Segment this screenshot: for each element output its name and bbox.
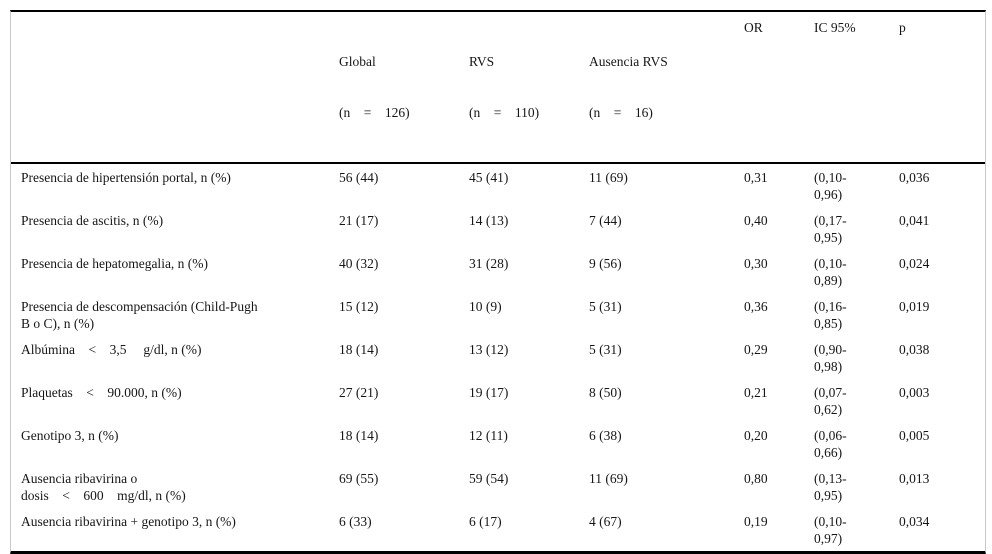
table-header-row: Global (n = 126) RVS (n = 110) Ausencia …: [11, 12, 985, 164]
cell-ausencia-rvs-value: 11 (69): [589, 471, 628, 486]
cell-global-value: 27 (21): [339, 385, 379, 400]
cell-rvs-value: 59 (54): [469, 471, 509, 486]
cell-rvs-value: 19 (17): [469, 385, 509, 400]
header-or: OR: [744, 20, 763, 35]
cell-or-value: 0,31: [744, 170, 768, 185]
cell-ausencia-rvs-value: 5 (31): [589, 342, 622, 357]
cell-row-label: Presencia de hipertensión portal, n (%): [21, 170, 231, 185]
cell-or-value: 0,19: [744, 514, 768, 529]
table-row: Presencia de descompensación (Child-Pugh…: [11, 293, 985, 336]
cell-ic95-value: (0,10- 0,96): [814, 170, 847, 202]
cell-row-label: Presencia de descompensación (Child-Pugh…: [21, 299, 258, 331]
cell-p-value: 0,038: [899, 342, 930, 357]
cell-ausencia-rvs-value: 11 (69): [589, 170, 628, 185]
cell-row-label: Presencia de hepatomegalia, n (%): [21, 256, 209, 271]
cell-or-value: 0,30: [744, 256, 768, 271]
cell-ic95-value: (0,90- 0,98): [814, 342, 847, 374]
table-row: Plaquetas < 90.000, n (%) 27 (21) 19 (17…: [11, 379, 985, 422]
cell-row-label: Presencia de ascitis, n (%): [21, 213, 164, 228]
cell-or-value: 0,20: [744, 428, 768, 443]
cell-p-value: 0,036: [899, 170, 930, 185]
header-ausencia-rvs: Ausencia RVS (n = 16): [589, 19, 744, 155]
cell-p-value: 0,005: [899, 428, 930, 443]
table-row: Albúmina < 3,5 g/dl, n (%) 18 (14) 13 (1…: [11, 336, 985, 379]
cell-or-value: 0,29: [744, 342, 768, 357]
table-row: Presencia de hipertensión portal, n (%) …: [11, 164, 985, 207]
cell-p-value: 0,034: [899, 514, 930, 529]
cell-ic95-value: (0,10- 0,89): [814, 256, 847, 288]
cell-ic95-value: (0,13- 0,95): [814, 471, 847, 503]
cell-rvs-value: 12 (11): [469, 428, 508, 443]
cell-or-value: 0,80: [744, 471, 768, 486]
cell-ic95-value: (0,07- 0,62): [814, 385, 847, 417]
header-global-label: Global: [339, 54, 376, 69]
cell-rvs-value: 10 (9): [469, 299, 502, 314]
cell-or-value: 0,21: [744, 385, 768, 400]
header-p: p: [899, 20, 906, 35]
table-body: Presencia de hipertensión portal, n (%) …: [11, 164, 985, 551]
cell-ausencia-rvs-value: 5 (31): [589, 299, 622, 314]
cell-ausencia-rvs-value: 8 (50): [589, 385, 622, 400]
cell-ic95-value: (0,10- 0,97): [814, 514, 847, 546]
table-row: Ausencia ribavirina o dosis < 600 mg/dl,…: [11, 465, 985, 508]
cell-p-value: 0,013: [899, 471, 930, 486]
cell-p-value: 0,019: [899, 299, 930, 314]
cell-p-value: 0,024: [899, 256, 930, 271]
cell-global-value: 18 (14): [339, 428, 379, 443]
cell-row-label: Genotipo 3, n (%): [21, 428, 119, 443]
table-row: Presencia de hepatomegalia, n (%) 40 (32…: [11, 250, 985, 293]
cell-row-label: Ausencia ribavirina o dosis < 600 mg/dl,…: [21, 471, 186, 503]
table-row: Genotipo 3, n (%) 18 (14) 12 (11) 6 (38)…: [11, 422, 985, 465]
cell-ic95-value: (0,06- 0,66): [814, 428, 847, 460]
cell-rvs-value: 31 (28): [469, 256, 509, 271]
table-row: Presencia de ascitis, n (%) 21 (17) 14 (…: [11, 207, 985, 250]
cell-rvs-value: 14 (13): [469, 213, 509, 228]
cell-ic95-value: (0,17- 0,95): [814, 213, 847, 245]
header-ausencia-rvs-n: (n = 16): [589, 105, 653, 120]
cell-ic95-value: (0,16- 0,85): [814, 299, 847, 331]
cell-row-label: Ausencia ribavirina + genotipo 3, n (%): [21, 514, 236, 529]
header-global-n: (n = 126): [339, 105, 410, 120]
cell-ausencia-rvs-value: 7 (44): [589, 213, 622, 228]
header-rvs-label: RVS: [469, 54, 495, 69]
cell-or-value: 0,36: [744, 299, 768, 314]
cell-rvs-value: 13 (12): [469, 342, 509, 357]
header-rvs-n: (n = 110): [469, 105, 540, 120]
header-rvs: RVS (n = 110): [469, 19, 589, 155]
cell-ausencia-rvs-value: 9 (56): [589, 256, 622, 271]
header-ausencia-rvs-label: Ausencia RVS: [589, 54, 668, 69]
cell-global-value: 69 (55): [339, 471, 379, 486]
cell-rvs-value: 6 (17): [469, 514, 502, 529]
cell-row-label: Plaquetas < 90.000, n (%): [21, 385, 182, 400]
cell-rvs-value: 45 (41): [469, 170, 509, 185]
cell-ausencia-rvs-value: 6 (38): [589, 428, 622, 443]
cell-global-value: 15 (12): [339, 299, 379, 314]
statistics-table: Global (n = 126) RVS (n = 110) Ausencia …: [10, 10, 986, 554]
cell-row-label: Albúmina < 3,5 g/dl, n (%): [21, 342, 202, 357]
cell-global-value: 56 (44): [339, 170, 379, 185]
cell-global-value: 6 (33): [339, 514, 372, 529]
cell-global-value: 18 (14): [339, 342, 379, 357]
cell-or-value: 0,40: [744, 213, 768, 228]
table-row: Ausencia ribavirina + genotipo 3, n (%) …: [11, 508, 985, 551]
cell-ausencia-rvs-value: 4 (67): [589, 514, 622, 529]
header-ic95: IC 95%: [814, 20, 856, 35]
cell-global-value: 21 (17): [339, 213, 379, 228]
cell-global-value: 40 (32): [339, 256, 379, 271]
cell-p-value: 0,003: [899, 385, 930, 400]
cell-p-value: 0,041: [899, 213, 930, 228]
header-global: Global (n = 126): [339, 19, 469, 155]
